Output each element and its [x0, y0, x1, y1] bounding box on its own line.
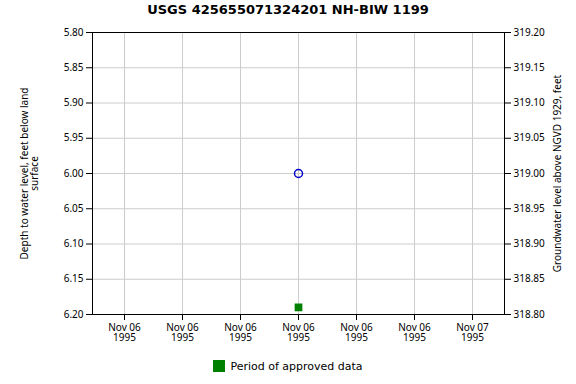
svg-text:Depth to water level, feet bel: Depth to water level, feet below landsur… — [17, 88, 41, 260]
svg-text:318.90: 318.90 — [514, 236, 546, 250]
svg-text:6.10: 6.10 — [64, 236, 84, 250]
svg-text:Nov 061995: Nov 061995 — [224, 320, 257, 344]
svg-text:6.20: 6.20 — [64, 307, 84, 321]
svg-text:Nov 061995: Nov 061995 — [166, 320, 199, 344]
svg-text:319.15: 319.15 — [514, 60, 546, 74]
svg-text:319.05: 319.05 — [514, 130, 546, 144]
svg-text:319.10: 319.10 — [514, 95, 546, 109]
html-text:USGS 425655071324201 NH-BIW 11: USGS 425655071324201 NH-BIW 1199 — [147, 2, 429, 17]
svg-text:318.85: 318.85 — [514, 271, 546, 285]
svg-text:318.80: 318.80 — [514, 307, 546, 321]
svg-text:Groundwater level above NGVD 1: Groundwater level above NGVD 1929, feet — [550, 74, 564, 272]
html-text:Period of approved data: Period of approved data — [230, 359, 363, 373]
svg-text:Nov 061995: Nov 061995 — [340, 320, 373, 344]
svg-text:5.80: 5.80 — [64, 25, 84, 39]
svg-text:5.95: 5.95 — [64, 130, 84, 144]
svg-text:5.85: 5.85 — [64, 60, 84, 74]
svg-text:Nov 061995: Nov 061995 — [282, 320, 315, 344]
svg-text:Nov 071995: Nov 071995 — [456, 320, 489, 344]
svg-text:6.00: 6.00 — [64, 166, 84, 180]
svg-text:5.90: 5.90 — [64, 95, 84, 109]
svg-text:319.20: 319.20 — [514, 25, 546, 39]
svg-text:6.05: 6.05 — [64, 201, 84, 215]
svg-text:Nov 061995: Nov 061995 — [108, 320, 141, 344]
svg-text:318.95: 318.95 — [514, 201, 546, 215]
svg-text:Nov 061995: Nov 061995 — [398, 320, 431, 344]
svg-text:319.00: 319.00 — [514, 166, 546, 180]
svg-text:6.15: 6.15 — [64, 271, 84, 285]
